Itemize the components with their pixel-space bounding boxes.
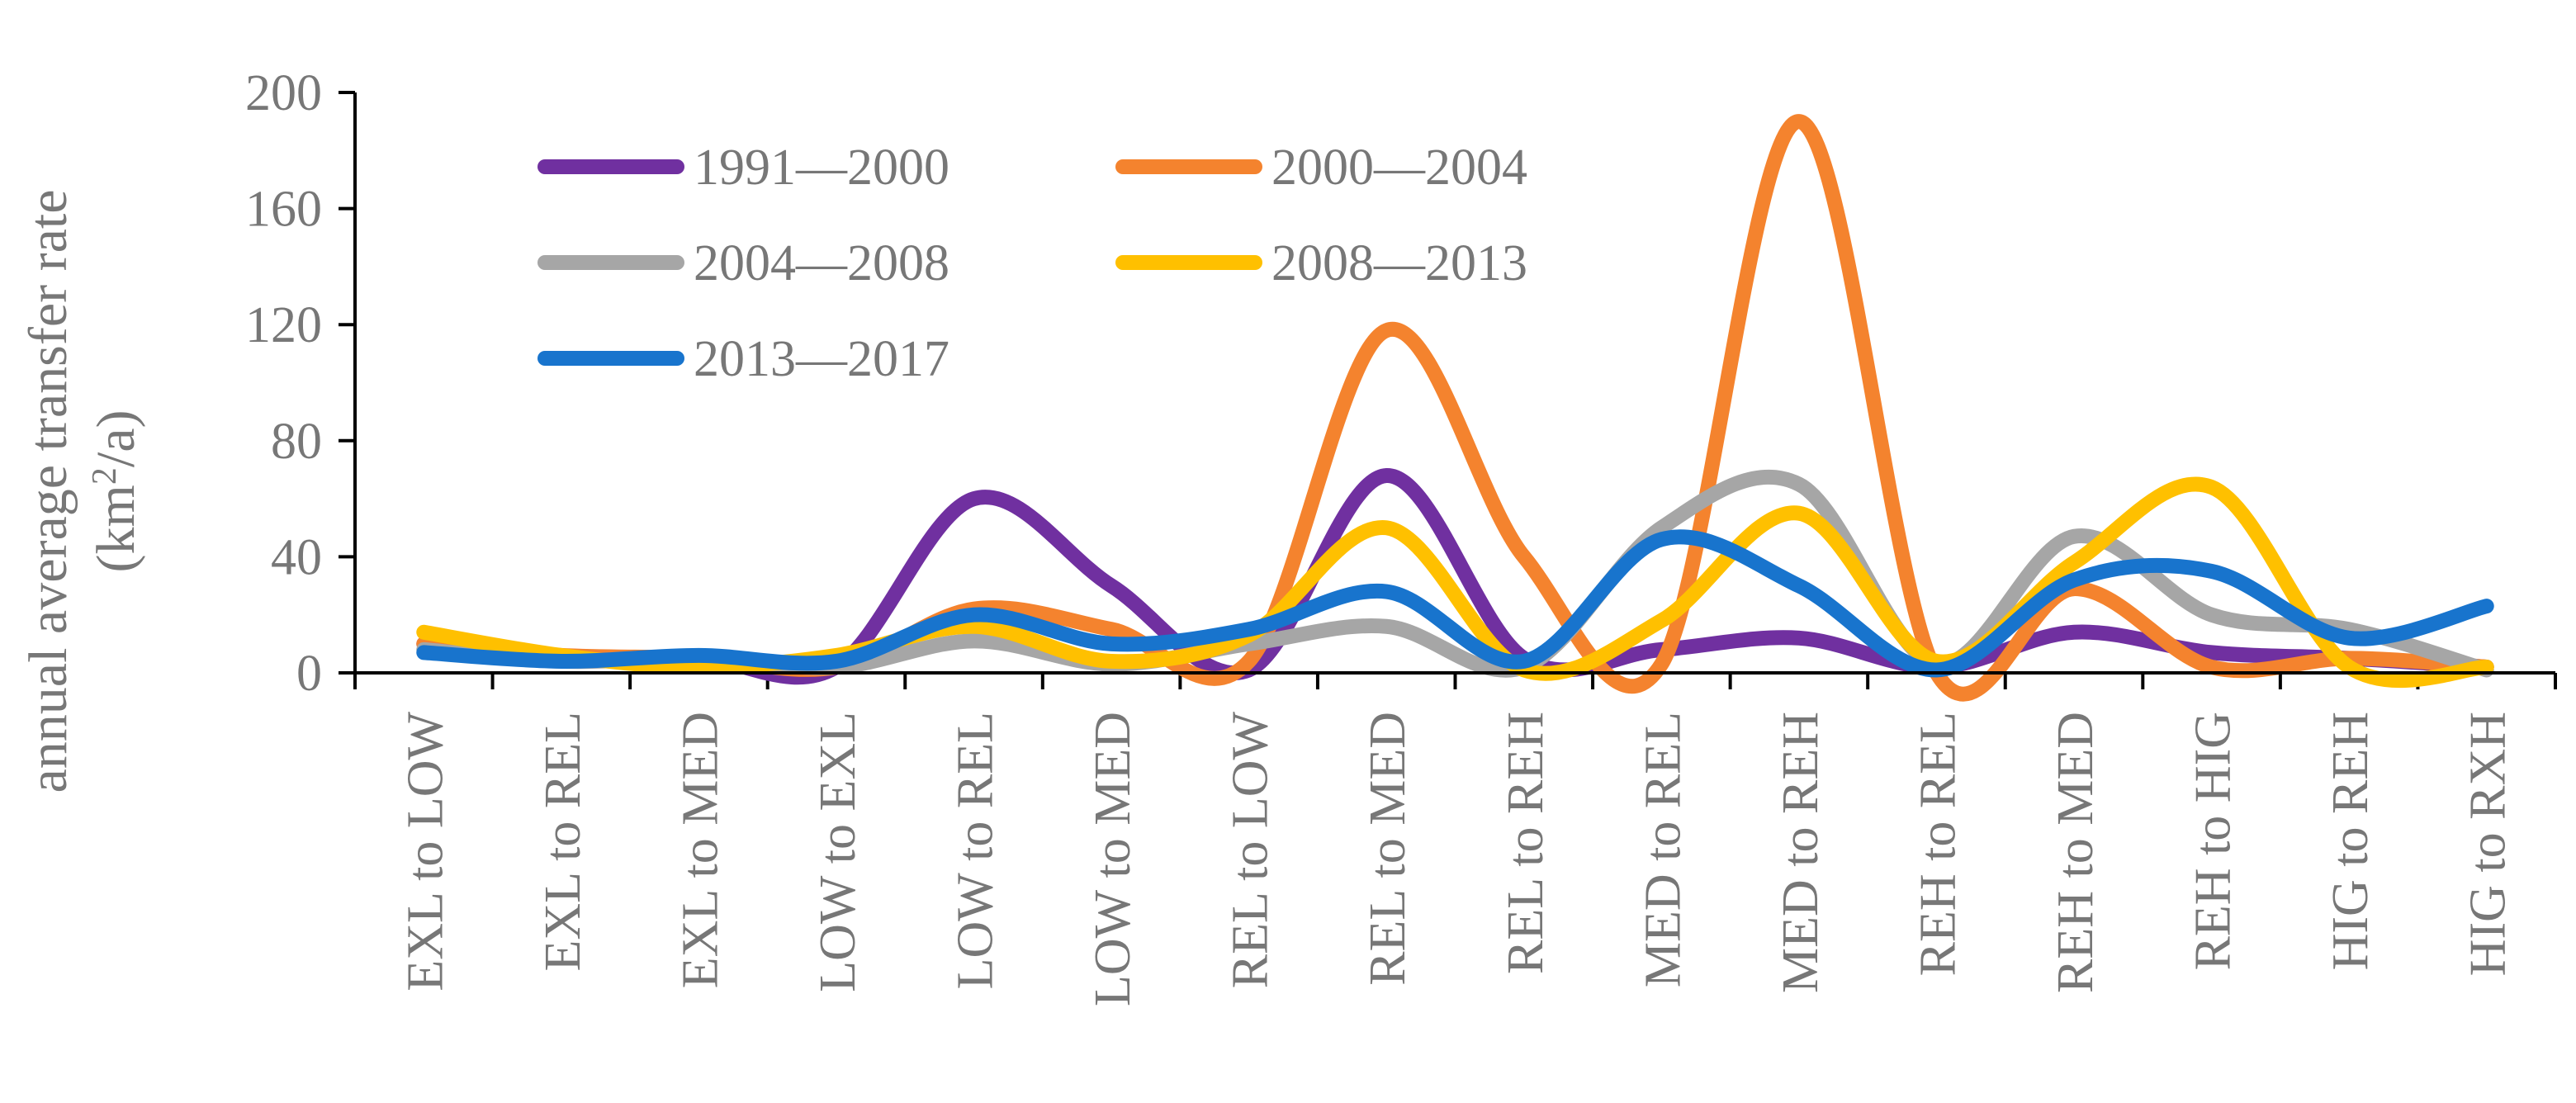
y-axis-label-line2: (km2/a) [86, 410, 146, 573]
x-tick-label: LOW to REL [948, 712, 1004, 989]
y-tick-label: 80 [271, 414, 322, 470]
legend-label: 1991—2000 [694, 140, 949, 196]
y-axis-unit-sup: 2 [86, 467, 124, 485]
y-tick-label: 0 [296, 646, 322, 702]
y-tick-label: 120 [245, 297, 322, 353]
legend: 1991—2000 2000—2004 2004—2008 2008—2013 2013… [537, 140, 1527, 387]
y-axis-unit-base: (km [86, 485, 146, 572]
y-axis-unit-tail: /a) [86, 410, 146, 468]
x-tick-label: REL to MED [1360, 712, 1416, 986]
y-axis-ticks: 0 40 80 120 160 200 [245, 65, 355, 702]
x-axis-ticks: EXL to LOW EXL to REL EXL to MED LOW to EXL… [353, 673, 2557, 1006]
y-tick-label: 40 [271, 529, 322, 585]
x-tick-label: HIG to RXH [2460, 712, 2517, 976]
x-tick-label: REH to MED [2048, 712, 2104, 993]
x-tick-label: MED to REH [1773, 712, 1829, 993]
y-tick-label: 200 [245, 65, 322, 121]
x-tick-label: REH to HIG [2185, 712, 2242, 970]
x-tick-label: LOW to EXL [810, 712, 866, 992]
series-line-5 [416, 529, 2494, 678]
legend-label: 2008—2013 [1271, 235, 1527, 291]
legend-label: 2000—2004 [1271, 140, 1527, 196]
x-tick-label: REL to LOW [1223, 712, 1279, 989]
x-tick-label: HIG to REH [2323, 712, 2379, 970]
series-lines [416, 114, 2494, 702]
x-tick-label: EXL to REL [535, 712, 591, 972]
y-axis-label: annual average transfer rate (km2/a) [18, 189, 146, 793]
y-tick-label: 160 [245, 182, 322, 238]
x-tick-label: MED to REL [1635, 712, 1691, 987]
y-axis-label-line1: annual average transfer rate [18, 189, 78, 793]
legend-label: 2004—2008 [694, 235, 949, 291]
x-tick-label: EXL to MED [672, 712, 728, 988]
x-tick-label: EXL to LOW [397, 712, 453, 992]
legend-label: 2013—2017 [694, 331, 949, 387]
x-tick-label: LOW to MED [1085, 712, 1141, 1006]
x-tick-label: REH to REL [1910, 712, 1966, 976]
x-tick-label: REL to REH [1498, 712, 1554, 974]
axes [353, 92, 2555, 675]
